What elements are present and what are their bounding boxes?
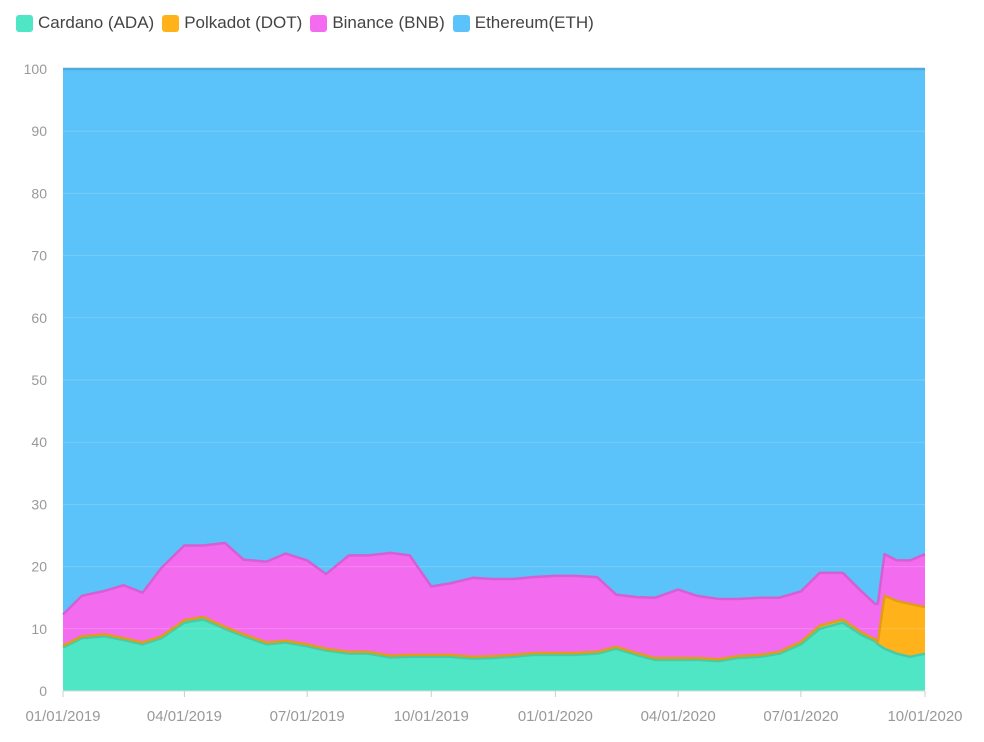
x-tick-label: 04/01/2019 xyxy=(147,708,222,725)
y-tick-label: 80 xyxy=(31,185,47,201)
x-tick-label: 07/01/2020 xyxy=(763,708,838,725)
legend-label-cardano: Cardano (ADA) xyxy=(38,13,155,32)
series-line-binance xyxy=(62,541,926,616)
y-tick-label: 10 xyxy=(31,621,47,637)
x-tick-label: 07/01/2019 xyxy=(270,708,345,725)
line-layer xyxy=(62,67,926,663)
x-tick-label: 10/01/2020 xyxy=(887,708,962,725)
y-tick-label: 90 xyxy=(31,123,47,139)
area-ethereum xyxy=(63,69,925,615)
axes-layer: 0 10 20 30 40 50 60 70 80 90 100 01/01/2019 04/01/20… xyxy=(24,61,963,725)
x-tick-label: 04/01/2020 xyxy=(641,708,716,725)
y-tick-label: 0 xyxy=(39,683,47,699)
legend-label-binance: Binance (BNB) xyxy=(332,13,445,32)
legend-item-polkadot[interactable]: Polkadot (DOT) xyxy=(162,13,302,33)
x-tick-label: 10/01/2019 xyxy=(394,708,469,725)
series-line-polkadot xyxy=(62,594,926,661)
x-tick-label: 01/01/2020 xyxy=(518,708,593,725)
area-layer xyxy=(63,69,925,691)
y-tick-label: 30 xyxy=(31,496,47,512)
legend-swatch-polkadot xyxy=(162,14,180,32)
legend-label-ethereum: Ethereum(ETH) xyxy=(474,13,594,32)
chart-legend: Cardano (ADA) Polkadot (DOT) Binance (BN… xyxy=(16,9,602,37)
legend-label-polkadot: Polkadot (DOT) xyxy=(184,13,303,32)
legend-swatch-binance xyxy=(310,14,328,32)
series-line-cardano xyxy=(62,618,926,663)
legend-swatch-cardano xyxy=(16,14,33,32)
y-tick-label: 20 xyxy=(31,559,47,575)
area-binance xyxy=(63,542,925,660)
x-tick-label: 01/01/2019 xyxy=(25,708,100,725)
area-cardano xyxy=(63,619,925,691)
y-tick-label: 50 xyxy=(31,372,47,388)
legend-item-cardano[interactable]: Cardano (ADA) xyxy=(16,13,154,33)
y-tick-label: 40 xyxy=(31,434,47,450)
y-tick-label: 70 xyxy=(31,248,47,264)
y-tick-label: 100 xyxy=(24,61,48,77)
legend-swatch-ethereum xyxy=(452,14,470,32)
legend-item-ethereum[interactable]: Ethereum(ETH) xyxy=(452,13,594,33)
legend-item-binance[interactable]: Binance (BNB) xyxy=(310,13,445,33)
y-tick-label: 60 xyxy=(31,310,47,326)
